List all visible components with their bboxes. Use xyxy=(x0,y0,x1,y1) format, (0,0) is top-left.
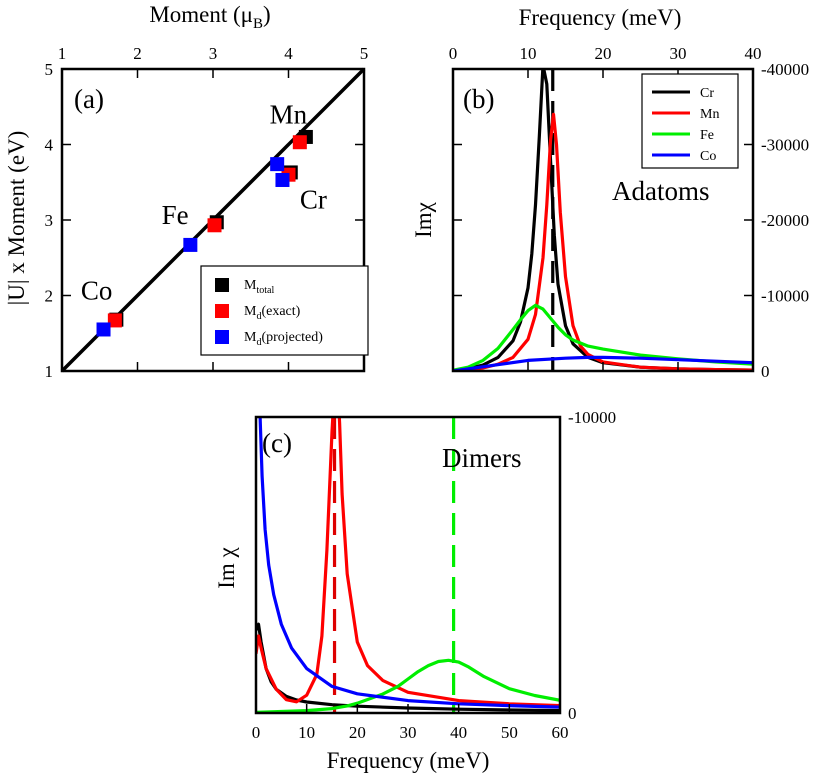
scatter-point-mdexact-0 xyxy=(107,313,122,328)
y-tick-label: 3 xyxy=(45,211,54,230)
scatter-point-mdprojected-2 xyxy=(270,157,285,172)
panel-c-ylabel: Im χ xyxy=(214,546,239,588)
y-tick-label: 0 xyxy=(761,362,770,381)
panel-a-label: (a) xyxy=(74,84,104,114)
y-tick-label: 0 xyxy=(568,704,577,723)
legend-marker xyxy=(215,278,229,292)
y-tick-label: 2 xyxy=(45,287,54,306)
legend-marker xyxy=(215,330,229,344)
legend-box xyxy=(641,73,739,169)
y-tick-label: 4 xyxy=(45,136,54,155)
panel-b-title: Adatoms xyxy=(612,176,710,206)
y-tick-label: -30000 xyxy=(761,136,809,155)
panel-c: 0 10 20 30 40 50 600-10000 (c) Dimers Frequenc… xyxy=(214,408,616,773)
element-label-mn: Mn xyxy=(270,99,308,129)
scatter-point-mdexact-2 xyxy=(292,135,307,150)
legend-label: Mtotal xyxy=(244,278,274,296)
x-tick-label: 50 xyxy=(501,723,518,742)
x-tick-label: 5 xyxy=(360,44,369,63)
panel-a-xlabel: Moment (μB) xyxy=(149,2,270,32)
series-line-co xyxy=(258,417,560,709)
series-line-mn xyxy=(256,417,560,708)
x-tick-label: 20 xyxy=(595,44,612,63)
series-line-fe xyxy=(256,658,560,713)
x-tick-label: 40 xyxy=(745,44,762,63)
y-tick-label: -10000 xyxy=(761,287,809,306)
legend-label: Co xyxy=(700,149,716,164)
panel-c-label: (c) xyxy=(262,428,292,458)
y-tick-label: 1 xyxy=(45,362,54,381)
panel-a-legend: Mtotal Md(exact) Md(projected) xyxy=(200,265,369,356)
panel-a-ylabel: |U| x Moment (eV) xyxy=(4,131,29,306)
panel-b-ylabel: Imχ xyxy=(411,201,436,238)
x-tick-label: 10 xyxy=(298,723,315,742)
panel-c-title: Dimers xyxy=(442,443,521,473)
y-tick-label: -10000 xyxy=(568,408,616,427)
x-tick-label: 20 xyxy=(349,723,366,742)
x-tick-label: 0 xyxy=(252,723,261,742)
legend-label: Mn xyxy=(700,107,719,122)
panel-b: 0 10 20 30 40 0 -10000 -20000 -30000 -40000 (b) A… xyxy=(411,5,809,381)
legend-label: Md(projected) xyxy=(244,330,323,348)
legend-label: Cr xyxy=(700,86,714,101)
element-label-co: Co xyxy=(81,275,113,305)
series-line-co xyxy=(453,355,753,371)
scatter-point-mdprojected-0 xyxy=(96,322,111,337)
x-tick-label: 4 xyxy=(284,44,293,63)
panel-b-legend: Cr Mn Fe Co xyxy=(641,73,739,169)
y-tick-label: -40000 xyxy=(761,60,809,79)
legend-label: Fe xyxy=(700,128,714,143)
scatter-point-mdexact-1 xyxy=(207,218,222,233)
scatter-point-mdprojected-1 xyxy=(183,237,198,252)
element-label-cr: Cr xyxy=(300,185,327,215)
legend-label: Md(exact) xyxy=(244,304,301,322)
x-tick-label: 30 xyxy=(400,723,417,742)
panel-b-label: (b) xyxy=(463,84,494,114)
x-tick-label: 1 xyxy=(58,44,67,63)
y-tick-label: -20000 xyxy=(761,211,809,230)
x-tick-label: 0 xyxy=(449,44,458,63)
y-tick-label: 5 xyxy=(45,60,54,79)
x-tick-label: 60 xyxy=(552,723,569,742)
panel-b-xlabel: Frequency (meV) xyxy=(519,5,682,30)
panel-c-xlabel: Frequency (meV) xyxy=(327,748,490,773)
element-label-fe: Fe xyxy=(162,200,189,230)
series-line-mn xyxy=(453,112,753,371)
x-tick-label: 30 xyxy=(670,44,687,63)
x-tick-label: 3 xyxy=(209,44,218,63)
x-tick-label: 40 xyxy=(450,723,467,742)
scatter-point-mdprojected-3 xyxy=(275,172,290,187)
x-tick-label: 2 xyxy=(133,44,142,63)
legend-marker xyxy=(215,304,229,318)
series-line-fe xyxy=(453,303,753,371)
x-tick-label: 10 xyxy=(520,44,537,63)
